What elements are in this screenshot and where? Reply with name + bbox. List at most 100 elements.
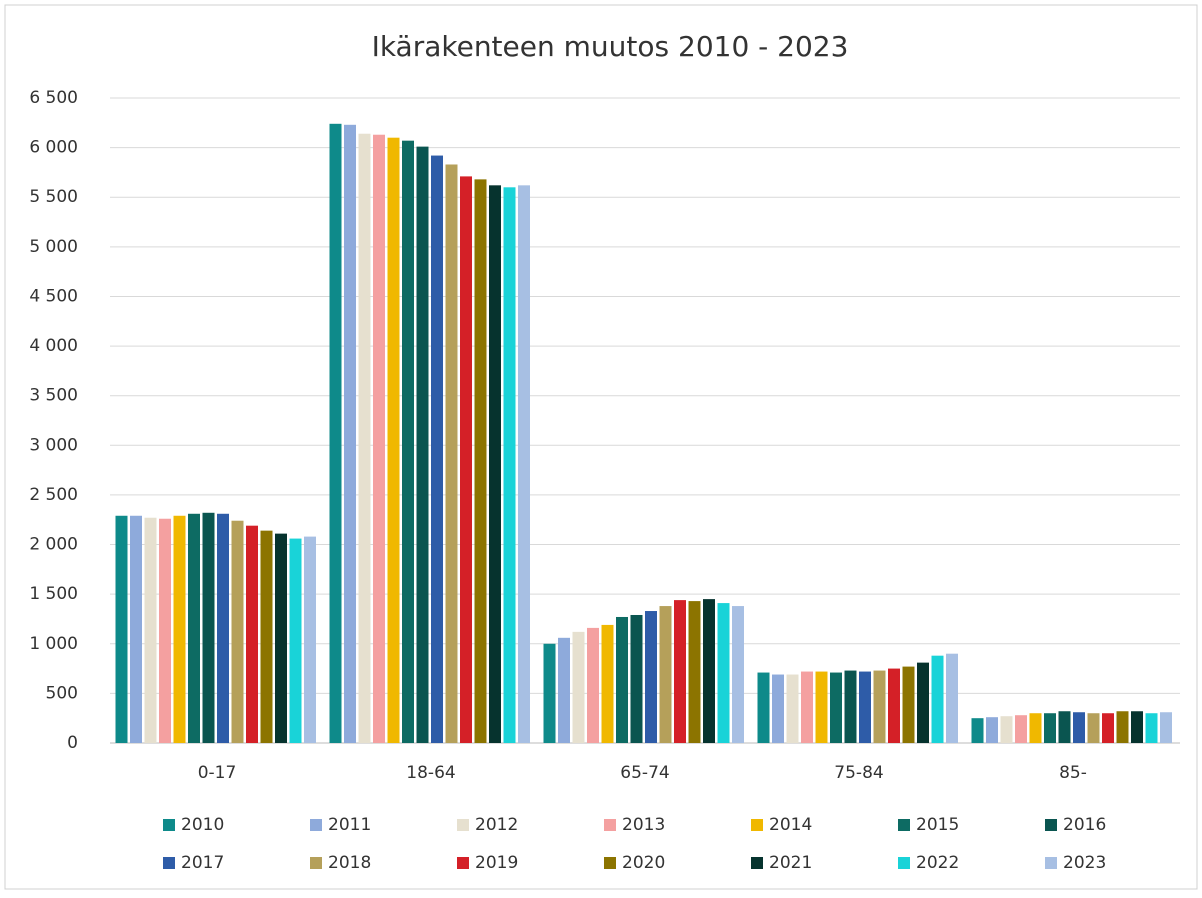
bar <box>830 672 842 743</box>
legend-label: 2020 <box>622 853 665 873</box>
legend-label: 2019 <box>475 853 518 873</box>
bar <box>431 155 443 744</box>
x-tick-label: 65-74 <box>620 763 669 783</box>
bar <box>503 187 516 744</box>
legend-swatch <box>310 819 322 831</box>
y-tick-label: 0 <box>67 733 78 753</box>
y-tick-label: 6 000 <box>29 138 78 158</box>
y-tick-label: 3 500 <box>29 386 78 406</box>
bar <box>115 515 128 743</box>
bar <box>329 123 342 744</box>
bar <box>1044 713 1056 743</box>
bar <box>703 599 715 743</box>
y-tick-label: 1 000 <box>29 634 78 654</box>
bar <box>402 140 414 743</box>
bar <box>986 717 998 743</box>
bar <box>1160 712 1172 743</box>
y-tick-label: 3 000 <box>29 435 78 455</box>
legend-label: 2012 <box>475 815 518 835</box>
bar <box>946 653 958 743</box>
bar <box>188 513 200 743</box>
bar <box>1058 711 1071 743</box>
legend-label: 2023 <box>1063 853 1106 873</box>
bar <box>489 185 501 744</box>
bar <box>757 672 770 743</box>
bar <box>1131 711 1143 743</box>
y-tick-label: 2 000 <box>29 535 78 555</box>
bar <box>173 515 186 743</box>
bar <box>931 655 944 743</box>
bar <box>275 533 287 743</box>
legend-label: 2015 <box>916 815 959 835</box>
y-tick-label: 6 500 <box>29 88 78 108</box>
legend-label: 2017 <box>181 853 224 873</box>
x-tick-label: 85- <box>1059 763 1087 783</box>
bar <box>844 670 857 743</box>
bar <box>616 616 628 743</box>
y-tick-label: 5 500 <box>29 187 78 207</box>
bar <box>246 525 258 743</box>
bar <box>304 536 316 743</box>
legend-swatch <box>1045 857 1057 869</box>
y-tick-label: 500 <box>46 683 78 703</box>
legend-swatch <box>457 819 469 831</box>
bar <box>1145 713 1158 743</box>
bar <box>217 513 229 743</box>
y-tick-label: 4 000 <box>29 336 78 356</box>
bar <box>1029 713 1042 743</box>
bar <box>601 624 614 743</box>
bar <box>289 538 302 743</box>
legend-swatch <box>898 857 910 869</box>
bar <box>732 606 744 743</box>
legend-swatch <box>1045 819 1057 831</box>
legend-swatch <box>310 857 322 869</box>
y-tick-label: 2 500 <box>29 485 78 505</box>
bar <box>231 520 244 743</box>
bar <box>445 164 458 743</box>
legend-swatch <box>163 857 175 869</box>
bar <box>917 662 929 743</box>
chart-title: Ikärakenteen muutos 2010 - 2023 <box>372 30 849 63</box>
legend-label: 2021 <box>769 853 812 873</box>
legend-swatch <box>898 819 910 831</box>
y-tick-label: 4 500 <box>29 286 78 306</box>
legend-swatch <box>604 857 616 869</box>
bar <box>572 631 585 743</box>
bar <box>587 627 599 743</box>
legend-swatch <box>604 819 616 831</box>
bar <box>144 517 157 743</box>
bar <box>688 601 701 743</box>
bar <box>1015 715 1027 743</box>
bar <box>630 614 643 743</box>
bar <box>645 611 657 743</box>
legend-label: 2018 <box>328 853 371 873</box>
legend-label: 2013 <box>622 815 665 835</box>
bar <box>801 671 813 743</box>
legend-label: 2022 <box>916 853 959 873</box>
bar <box>1087 713 1100 743</box>
bar <box>971 718 984 743</box>
x-tick-label: 75-84 <box>834 763 883 783</box>
bar <box>674 600 686 743</box>
bar <box>460 176 472 743</box>
x-tick-label: 0-17 <box>198 763 237 783</box>
bar <box>358 133 371 743</box>
chart-border <box>4 4 1198 890</box>
bar <box>902 666 915 743</box>
bar <box>873 670 886 743</box>
legend-label: 2014 <box>769 815 812 835</box>
bar <box>518 185 530 744</box>
bar <box>1000 716 1013 743</box>
legend-swatch <box>457 857 469 869</box>
bar <box>373 134 385 743</box>
bar <box>1073 712 1085 743</box>
bar <box>474 179 487 743</box>
y-tick-label: 1 500 <box>29 584 78 604</box>
bar <box>1116 711 1129 743</box>
bar <box>344 124 356 744</box>
bar <box>1102 713 1114 743</box>
legend-label: 2011 <box>328 815 371 835</box>
legend-swatch <box>163 819 175 831</box>
legend-label: 2016 <box>1063 815 1106 835</box>
